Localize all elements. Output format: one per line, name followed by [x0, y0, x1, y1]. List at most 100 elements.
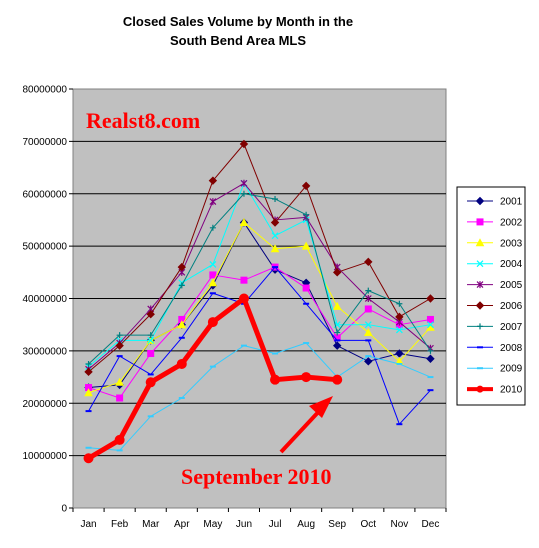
- data-point: [427, 321, 434, 329]
- data-point: [209, 271, 217, 279]
- legend-marker: [476, 385, 484, 393]
- x-tick-label: Jun: [236, 519, 252, 530]
- legend-marker: [475, 301, 485, 310]
- y-tick-label: 70000000: [23, 137, 68, 148]
- data-point: [364, 305, 372, 313]
- legend-label: 2007: [500, 322, 523, 333]
- data-point: [271, 232, 279, 240]
- chart-title-line1: Closed Sales Volume by Month in the: [123, 14, 353, 29]
- data-point: [209, 261, 217, 268]
- data-point: [334, 329, 341, 336]
- data-point: [365, 287, 372, 294]
- data-point: [115, 341, 124, 350]
- series-2006: [84, 139, 435, 377]
- legend-label: 2001: [500, 197, 523, 208]
- series-2009: [85, 342, 434, 452]
- data-point: [364, 257, 373, 267]
- data-point: [240, 276, 248, 284]
- data-point: [396, 300, 403, 307]
- data-point: [177, 262, 186, 272]
- legend-item-2001: 2001: [467, 197, 523, 208]
- data-point: [147, 349, 155, 357]
- legend-item-2005: 2005: [467, 280, 523, 291]
- data-point: [176, 358, 187, 369]
- data-point: [116, 394, 124, 402]
- legend-item-2010: 2010: [467, 385, 523, 396]
- data-point: [209, 224, 216, 231]
- series-2008: [85, 266, 434, 426]
- data-point: [364, 295, 372, 302]
- data-point: [332, 301, 342, 310]
- legend-marker: [475, 238, 485, 247]
- x-tick-label: Aug: [297, 519, 315, 530]
- series-line: [88, 193, 431, 365]
- x-tick-label: Jan: [80, 519, 96, 530]
- x-tick-label: Feb: [111, 519, 129, 530]
- y-axis: 0 10000000 20000000 30000000 40000000 5000000…: [23, 85, 73, 515]
- data-point: [333, 268, 342, 277]
- x-tick-label: Sep: [328, 519, 346, 530]
- data-point: [303, 211, 310, 218]
- data-point: [147, 336, 155, 344]
- legend-item-2002: 2002: [467, 217, 523, 228]
- data-point: [115, 377, 124, 386]
- legend-label: 2002: [500, 217, 523, 228]
- data-point: [301, 372, 312, 383]
- legend-item-2007: 2007: [467, 322, 523, 333]
- y-tick-label: 50000000: [23, 242, 68, 253]
- data-point: [333, 341, 342, 350]
- series-2003: [84, 218, 435, 397]
- legend-label: 2004: [500, 259, 523, 270]
- y-tick-label: 40000000: [23, 294, 68, 305]
- series-line: [88, 266, 431, 399]
- data-point: [270, 218, 280, 227]
- data-point: [426, 315, 434, 323]
- data-point: [364, 357, 373, 366]
- legend-label: 2005: [500, 280, 523, 291]
- x-tick-label: Mar: [142, 519, 160, 530]
- series-line: [88, 182, 431, 370]
- legend-item-2003: 2003: [467, 238, 523, 249]
- data-point: [363, 327, 373, 337]
- y-tick-label: 80000000: [23, 85, 68, 96]
- data-point: [84, 367, 93, 377]
- data-point: [427, 347, 434, 354]
- data-point: [83, 453, 94, 464]
- x-tick-label: Apr: [174, 519, 190, 530]
- data-point: [272, 195, 279, 202]
- legend-label: 2003: [500, 238, 523, 249]
- series-lines: [83, 139, 435, 464]
- y-tick-label: 10000000: [23, 451, 68, 462]
- data-point: [426, 354, 435, 363]
- y-tick-label: 0: [61, 504, 67, 515]
- chart-title-line2: South Bend Area MLS: [170, 33, 306, 48]
- legend-item-2009: 2009: [467, 364, 523, 375]
- data-point: [240, 179, 248, 187]
- legend-item-2006: 2006: [467, 301, 523, 312]
- data-point: [84, 388, 93, 397]
- data-point: [239, 218, 249, 227]
- legend-marker: [476, 218, 484, 226]
- data-point: [238, 293, 249, 304]
- legend-item-2008: 2008: [467, 343, 523, 354]
- x-axis: Jan Feb Mar Apr May Jun Jul Aug Sep Oct Nov Dec: [72, 508, 447, 530]
- series-line: [88, 222, 431, 394]
- legend-marker: [476, 281, 484, 289]
- data-point: [208, 278, 218, 287]
- x-tick-label: Jul: [269, 519, 282, 530]
- data-point: [239, 139, 249, 149]
- data-point: [145, 377, 156, 388]
- series-line: [88, 182, 431, 367]
- data-point: [207, 317, 218, 328]
- annotation-text: September 2010: [181, 464, 332, 489]
- x-tick-label: Nov: [390, 519, 408, 530]
- data-point: [332, 374, 343, 385]
- legend-label: 2006: [500, 301, 523, 312]
- data-point: [208, 176, 218, 185]
- data-point: [301, 241, 311, 250]
- y-tick-label: 30000000: [23, 346, 68, 357]
- data-point: [178, 282, 185, 289]
- data-point: [85, 360, 92, 367]
- x-tick-label: Oct: [361, 519, 377, 530]
